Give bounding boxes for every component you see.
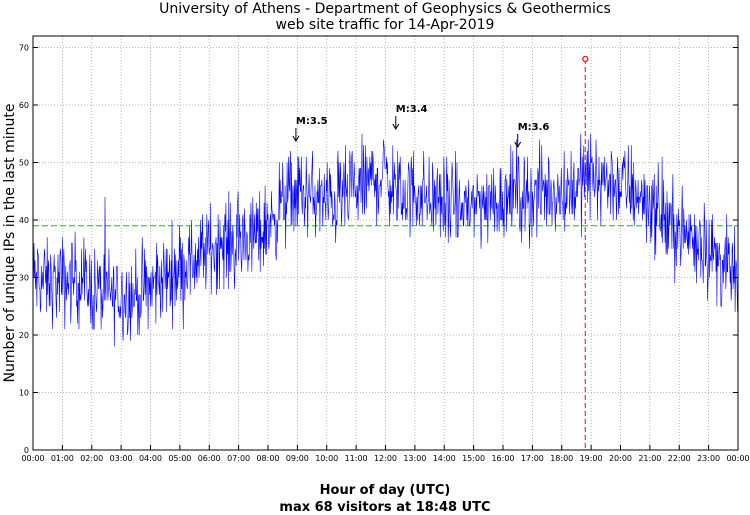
y-ticks: 0 10 20 30 40 50 60 70 bbox=[19, 44, 738, 455]
grid bbox=[33, 36, 738, 450]
earthquake-annotation-label: M:3.4 bbox=[396, 104, 428, 115]
earthquake-arrow-head bbox=[292, 135, 300, 142]
x-tick-label: 23:00 bbox=[697, 454, 720, 463]
x-tick-label: 16:00 bbox=[491, 454, 514, 463]
x-tick-label: 18:00 bbox=[550, 454, 573, 463]
x-tick-label: 20:00 bbox=[609, 454, 632, 463]
x-tick-label: 03:00 bbox=[110, 454, 133, 463]
x-tick-label: 10:00 bbox=[315, 454, 338, 463]
x-tick-label: 09:00 bbox=[286, 454, 309, 463]
max-marker-point bbox=[582, 55, 589, 63]
x-tick-label: 05:00 bbox=[168, 454, 191, 463]
x-tick-label: 08:00 bbox=[256, 454, 279, 463]
y-axis-label: Number of unique IPs in the last minute bbox=[2, 104, 18, 383]
x-tick-label: 17:00 bbox=[521, 454, 544, 463]
y-tick-label: 70 bbox=[19, 44, 29, 53]
x-tick-label: 06:00 bbox=[198, 454, 221, 463]
y-tick-label: 40 bbox=[19, 216, 29, 225]
traffic-series-line bbox=[32, 133, 738, 347]
x-tick-label: 14:00 bbox=[433, 454, 456, 463]
x-tick-label: 22:00 bbox=[668, 454, 691, 463]
earthquake-arrow-head bbox=[514, 141, 522, 148]
annotations: M:3.5 M:3.4 M:3.6 bbox=[292, 104, 550, 148]
y-tick-label: 0 bbox=[24, 446, 29, 455]
chart-subtitle: web site traffic for 14-Apr-2019 bbox=[276, 17, 495, 33]
x-tick-label: 13:00 bbox=[403, 454, 426, 463]
y-tick-label: 30 bbox=[19, 274, 29, 283]
max-visitors-caption: max 68 visitors at 18:48 UTC bbox=[279, 500, 490, 515]
y-tick-label: 50 bbox=[19, 159, 29, 168]
x-tick-label: 01:00 bbox=[51, 454, 74, 463]
x-ticks: 00:00 01:00 02:00 03:00 04:00 05:00 06:00 07:00… bbox=[21, 445, 750, 463]
series-layer bbox=[32, 133, 738, 347]
y-tick-label: 20 bbox=[19, 331, 29, 340]
x-tick-label: 00:00 bbox=[726, 454, 749, 463]
x-tick-label: 07:00 bbox=[227, 454, 250, 463]
x-tick-label: 12:00 bbox=[374, 454, 397, 463]
y-tick-label: 10 bbox=[19, 389, 29, 398]
chart-title: University of Athens - Department of Geo… bbox=[159, 1, 611, 17]
earthquake-annotation-label: M:3.5 bbox=[296, 116, 328, 127]
max-marker bbox=[582, 55, 589, 450]
earthquake-annotation-label: M:3.6 bbox=[518, 122, 550, 133]
x-tick-label: 04:00 bbox=[139, 454, 162, 463]
x-tick-label: 19:00 bbox=[580, 454, 603, 463]
x-tick-label: 02:00 bbox=[80, 454, 103, 463]
x-tick-label: 15:00 bbox=[462, 454, 485, 463]
x-tick-label: 11:00 bbox=[345, 454, 368, 463]
y-tick-label: 60 bbox=[19, 101, 29, 110]
x-tick-label: 21:00 bbox=[638, 454, 661, 463]
earthquake-arrow-head bbox=[392, 123, 400, 130]
x-axis-label: Hour of day (UTC) bbox=[320, 483, 451, 498]
x-tick-label: 00:00 bbox=[21, 454, 44, 463]
